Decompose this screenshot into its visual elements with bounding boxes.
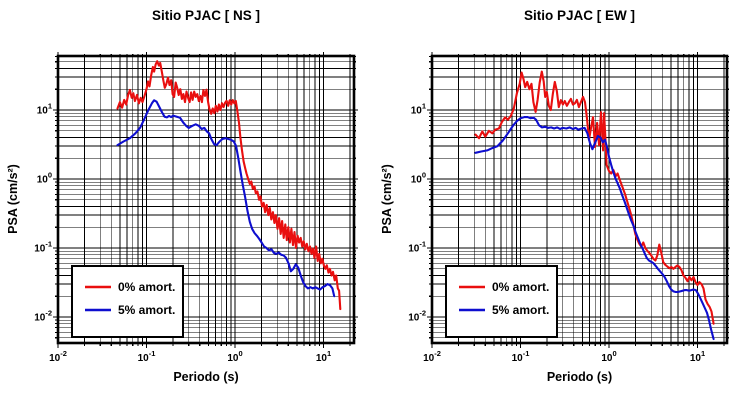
chart-pjac-ew: 10-2 10-1 100 101 101 100 10-1 10-2 Sitio PJAC [… — [365, 0, 730, 400]
x-axis-label: Periodo (s) — [547, 370, 612, 384]
legend: 0% amort. 5% amort. — [445, 265, 558, 338]
legend-label: 0% amort. — [118, 280, 175, 294]
chart-title: Sitio PJAC [ EW ] — [524, 8, 635, 23]
legend-label: 5% amort. — [492, 303, 549, 317]
curves — [116, 60, 342, 311]
chart-title: Sitio PJAC [ NS ] — [152, 8, 260, 23]
legend-label: 5% amort. — [118, 303, 175, 317]
y-axis-label: PSA (cm/s²) — [380, 164, 394, 234]
plot-frame — [430, 54, 729, 345]
x-axis-label: Periodo (s) — [173, 370, 238, 384]
curve-5pct-amort — [474, 116, 715, 341]
legend: 0% amort. 5% amort. — [71, 265, 184, 338]
chart-pjac-ns: 10-2 10-1 100 101 101 100 10-1 10-2 Sitio PJAC [… — [0, 0, 365, 400]
curve-5pct-amort — [116, 99, 336, 298]
legend-label: 0% amort. — [492, 280, 549, 294]
curve-0pct-amort — [474, 70, 715, 325]
y-axis-label: PSA (cm/s²) — [6, 164, 20, 234]
curve-0pct-amort — [116, 60, 342, 311]
legend-box — [71, 265, 184, 338]
curves — [474, 70, 715, 341]
plot-frame — [56, 54, 356, 345]
grid-lines — [431, 55, 727, 343]
legend-box — [445, 265, 558, 338]
